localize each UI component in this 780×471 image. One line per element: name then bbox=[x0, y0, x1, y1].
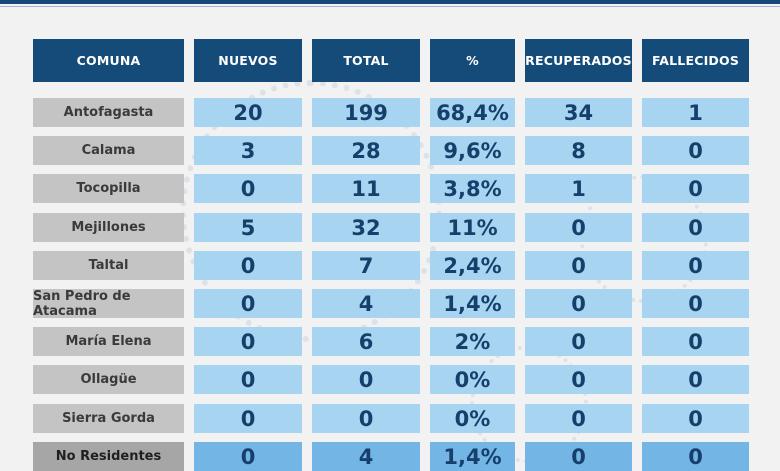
cell-recuperados: 0 bbox=[525, 365, 632, 394]
cell-nuevos: 0 bbox=[194, 327, 302, 356]
watermark-seal bbox=[180, 80, 442, 342]
comuna-name: María Elena bbox=[33, 327, 184, 356]
cell-recuperados: 1 bbox=[525, 174, 632, 203]
cell-percent: 2,4% bbox=[430, 251, 515, 280]
cell-total: 11 bbox=[312, 174, 420, 203]
comuna-name: No Residentes bbox=[33, 442, 184, 471]
cell-total: 32 bbox=[312, 213, 420, 242]
comuna-name: Ollagüe bbox=[33, 365, 184, 394]
cell-total: 7 bbox=[312, 251, 420, 280]
cell-fallecidos: 1 bbox=[642, 98, 749, 127]
header-comuna: COMUNA bbox=[33, 39, 184, 82]
cell-percent: 68,4% bbox=[430, 98, 515, 127]
cell-nuevos: 20 bbox=[194, 98, 302, 127]
cell-percent: 11% bbox=[430, 213, 515, 242]
header-fallecidos: FALLECIDOS bbox=[642, 39, 749, 82]
cell-fallecidos: 0 bbox=[642, 327, 749, 356]
cell-percent: 1,4% bbox=[430, 289, 515, 318]
cell-nuevos: 0 bbox=[194, 289, 302, 318]
cell-percent: 3,8% bbox=[430, 174, 515, 203]
cell-recuperados: 0 bbox=[525, 404, 632, 433]
cell-fallecidos: 0 bbox=[642, 251, 749, 280]
cell-fallecidos: 0 bbox=[642, 442, 749, 471]
header-nuevos: NUEVOS bbox=[194, 39, 302, 82]
cell-total: 4 bbox=[312, 289, 420, 318]
cell-nuevos: 5 bbox=[194, 213, 302, 242]
cell-recuperados: 0 bbox=[525, 289, 632, 318]
comuna-name: Antofagasta bbox=[33, 98, 184, 127]
cell-recuperados: 0 bbox=[525, 213, 632, 242]
comuna-name: Calama bbox=[33, 136, 184, 165]
cell-total: 6 bbox=[312, 327, 420, 356]
cell-recuperados: 0 bbox=[525, 251, 632, 280]
cell-recuperados: 8 bbox=[525, 136, 632, 165]
cell-fallecidos: 0 bbox=[642, 289, 749, 318]
cell-nuevos: 0 bbox=[194, 442, 302, 471]
cell-total: 28 bbox=[312, 136, 420, 165]
cell-fallecidos: 0 bbox=[642, 136, 749, 165]
cell-percent: 0% bbox=[430, 365, 515, 394]
cell-recuperados: 34 bbox=[525, 98, 632, 127]
header-percent: % bbox=[430, 39, 515, 82]
cell-percent: 1,4% bbox=[430, 442, 515, 471]
cell-nuevos: 3 bbox=[194, 136, 302, 165]
cell-recuperados: 0 bbox=[525, 327, 632, 356]
top-bar bbox=[0, 0, 780, 4]
header-total: TOTAL bbox=[312, 39, 420, 82]
cell-fallecidos: 0 bbox=[642, 174, 749, 203]
cell-nuevos: 0 bbox=[194, 404, 302, 433]
cell-nuevos: 0 bbox=[194, 365, 302, 394]
cell-nuevos: 0 bbox=[194, 174, 302, 203]
comuna-name: Taltal bbox=[33, 251, 184, 280]
comuna-name: Sierra Gorda bbox=[33, 404, 184, 433]
header-recuperados: RECUPERADOS bbox=[525, 39, 632, 82]
cell-total: 199 bbox=[312, 98, 420, 127]
cell-nuevos: 0 bbox=[194, 251, 302, 280]
top-divider bbox=[0, 6, 780, 7]
cell-total: 4 bbox=[312, 442, 420, 471]
cell-fallecidos: 0 bbox=[642, 213, 749, 242]
cell-fallecidos: 0 bbox=[642, 404, 749, 433]
cell-fallecidos: 0 bbox=[642, 365, 749, 394]
cell-percent: 0% bbox=[430, 404, 515, 433]
comuna-name: San Pedro de Atacama bbox=[33, 289, 184, 319]
cell-percent: 2% bbox=[430, 327, 515, 356]
cell-percent: 9,6% bbox=[430, 136, 515, 165]
cell-total: 0 bbox=[312, 365, 420, 394]
comuna-name: Tocopilla bbox=[33, 174, 184, 203]
cell-recuperados: 0 bbox=[525, 442, 632, 471]
cell-total: 0 bbox=[312, 404, 420, 433]
comuna-name: Mejillones bbox=[33, 213, 184, 242]
